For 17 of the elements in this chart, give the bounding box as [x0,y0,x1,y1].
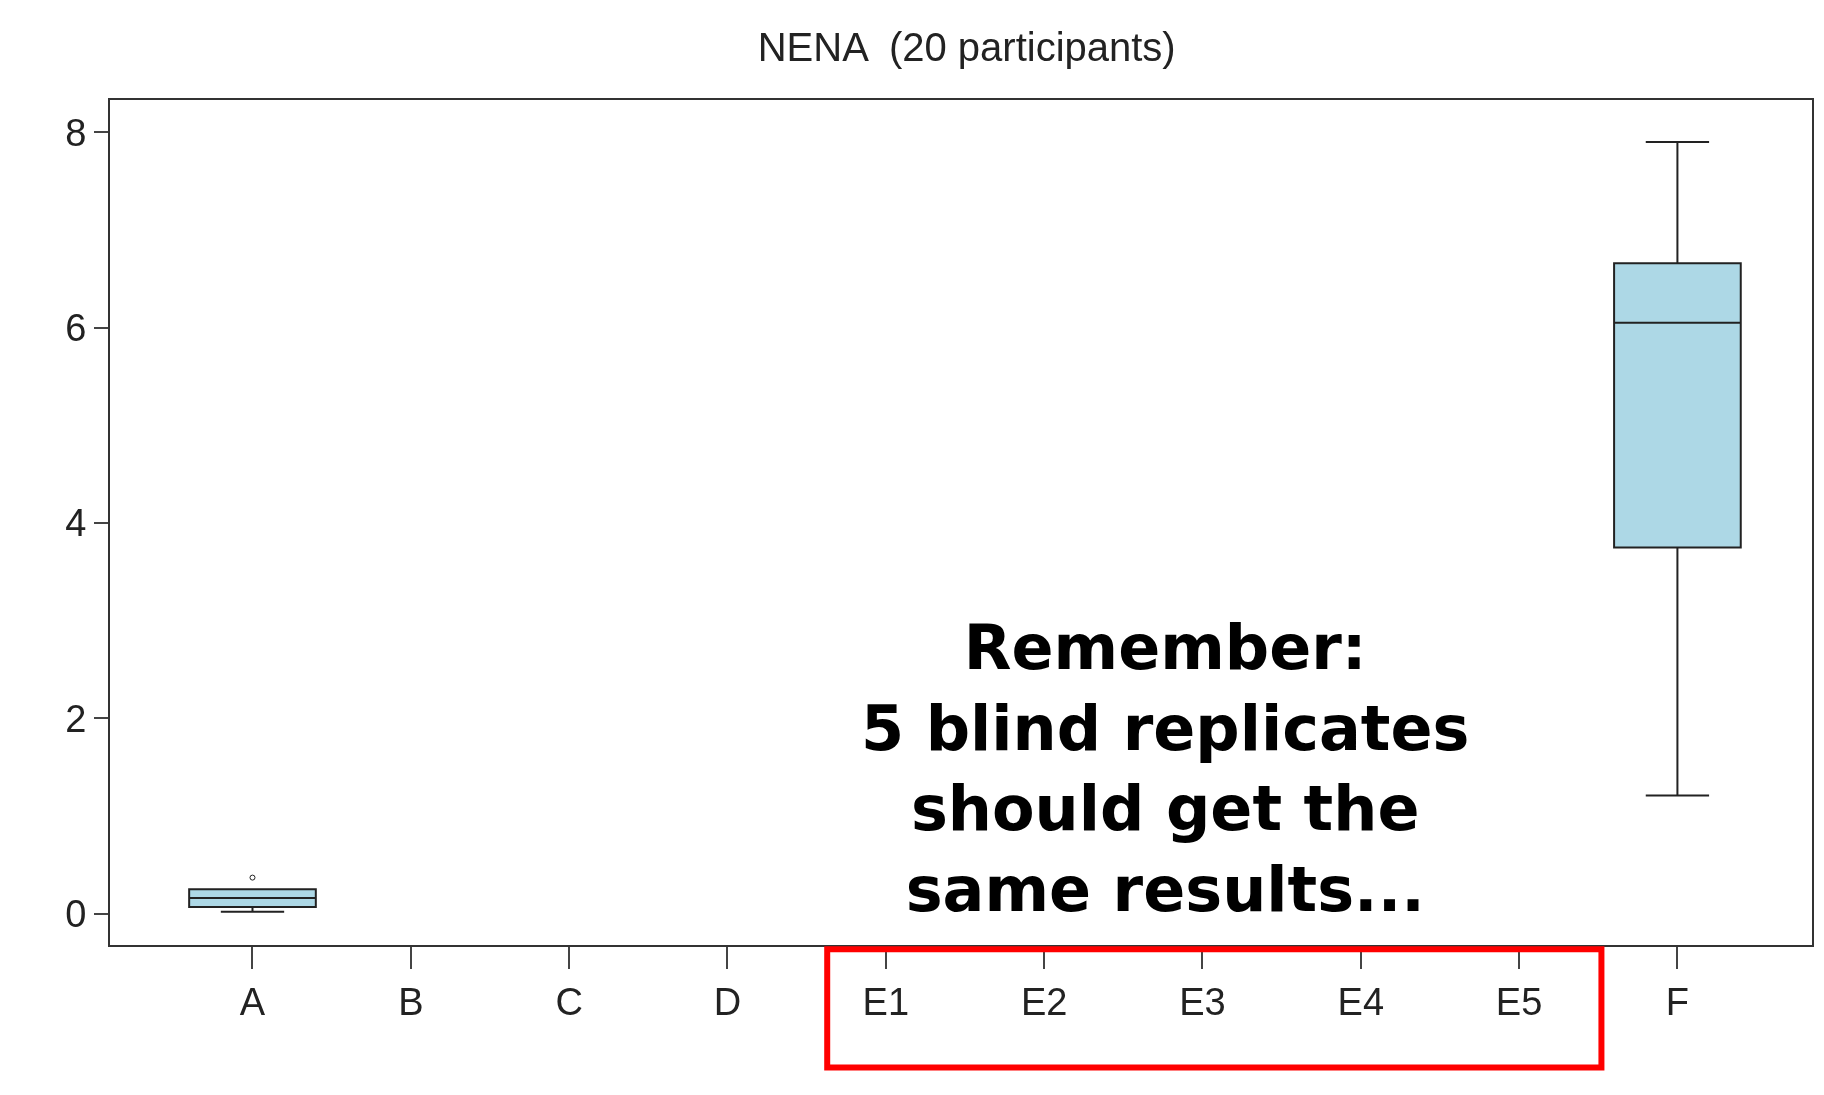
x-tick-label: E1 [862,980,910,1023]
x-tick-label: D [713,980,742,1023]
y-tick-label: 4 [65,502,87,545]
x-tick-label: F [1665,980,1690,1023]
x-tick-label: E2 [1020,980,1068,1023]
x-tick-label: E4 [1337,980,1385,1023]
y-tick-label: 6 [65,306,87,349]
y-tick-label: 0 [65,893,87,936]
x-tick-label: E3 [1179,980,1226,1023]
x-tick-label: E5 [1495,980,1543,1023]
y-tick-label: 2 [65,697,87,740]
x-tick-label: C [555,980,583,1023]
y-tick-label: 8 [65,111,87,154]
x-tick-label: B [398,980,424,1023]
x-tick-label: A [239,980,266,1023]
chart-title: NENA (20 participants) [757,24,1176,69]
annotation: Remember: 5 blind replicates should get the same results... [861,611,1470,926]
